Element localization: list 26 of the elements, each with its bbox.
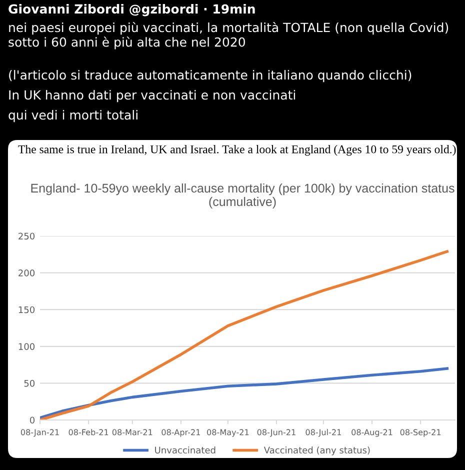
x-tick-label: 08-Feb-21 [68,429,108,436]
x-tick-label: 08-Apr-21 [162,429,200,437]
legend-label: Unvaccinated [155,446,216,454]
legend-label: Vaccinated (any status) [264,446,370,456]
chart-title: England- 10-59yo weekly all-cause mortality (per 100k) by vaccination status (cumulative) [31,183,454,209]
x-tick-label: 08-Jun-21 [257,429,296,437]
text: qui vedi i morti totali [8,110,138,122]
text: In UK hanno dati per vaccinati e non vaccinati [9,90,296,102]
y-tick-label: 50 [24,380,35,387]
y-tick-label: 250 [18,232,35,240]
x-tick-label: 08-Aug-21 [352,429,392,437]
line-series [40,367,449,420]
y-tick-label: 150 [18,306,35,314]
x-tick-label: 08-Sep-21 [400,429,441,437]
text: Giovanni Zibordi @gzibordi · 19min [8,4,255,16]
y-tick-label: 200 [18,270,35,276]
x-tick-label: 08-Jul-21 [306,429,341,437]
text: (l'articolo si traduce automaticamente in italiano quando clicchi) [9,70,412,82]
y-tick-label: 0 [30,416,35,424]
text: The same is true in Ireland, UK and Israel. Take a look at England (Ages 10 to 59 years old.) [18,145,456,156]
line-series [40,250,449,420]
x-tick-label: 08-May-21 [207,429,249,437]
y-tick-label: 100 [18,343,35,350]
text: nei paesi europei più vaccinati, la mortalità TOTALE (non quella Covid) sotto i 60 anni è più alta che nel 2020 [8,22,448,50]
x-tick-label: 08-Mar-21 [112,429,152,436]
x-tick-label: 08-Jan-21 [20,429,59,437]
